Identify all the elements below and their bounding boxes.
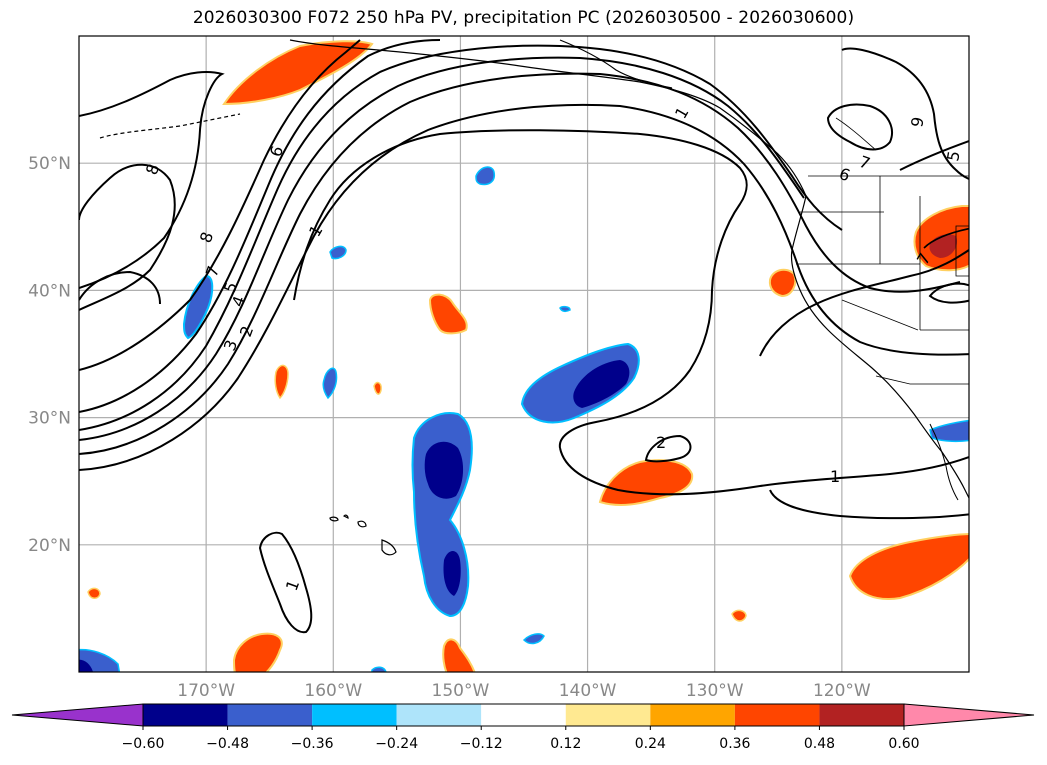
colorbar-segment bbox=[481, 704, 566, 726]
pv-contour-line bbox=[759, 248, 969, 357]
pv-contour-line bbox=[79, 71, 225, 289]
map-area bbox=[79, 36, 969, 672]
map-title: 2026030300 F072 250 hPa PV, precipitatio… bbox=[192, 8, 855, 28]
pv-contour-line bbox=[79, 39, 441, 413]
axis-tick-labels: 50°N 40°N 30°N 20°N 170°W 160°W 150°W 140°W 130°… bbox=[28, 154, 871, 701]
precip-negative-region bbox=[182, 274, 214, 340]
precip-strong-negative-core bbox=[79, 659, 94, 672]
colorbar-extend-high bbox=[903, 703, 1035, 727]
lon-tick-label: 140°W bbox=[559, 681, 617, 701]
colorbar-tick-label: −0.24 bbox=[375, 736, 418, 752]
lat-tick-label: 30°N bbox=[28, 409, 71, 429]
colorbar-segment bbox=[565, 704, 651, 726]
pv-contour-line bbox=[769, 489, 969, 520]
colorbar-tick-label: 0.60 bbox=[888, 736, 919, 752]
colorbar-tick-label: −0.12 bbox=[460, 736, 503, 752]
pv-contour-line bbox=[559, 447, 969, 496]
colorbar-segment bbox=[734, 704, 820, 726]
pv-contour-line bbox=[79, 39, 361, 371]
precip-anomalies bbox=[79, 40, 969, 672]
colorbar-tick-label: −0.36 bbox=[291, 736, 334, 752]
pv-contour-line bbox=[79, 270, 161, 305]
lat-tick-label: 20°N bbox=[28, 536, 71, 556]
pv-contour-line bbox=[293, 129, 748, 449]
precip-positive-region bbox=[428, 293, 468, 335]
precip-negative-region bbox=[522, 633, 545, 645]
precip-negative-region bbox=[322, 367, 338, 400]
pv-contour-line bbox=[79, 56, 805, 441]
pv-contour-line bbox=[826, 103, 893, 151]
precip-strong-negative-core bbox=[443, 551, 461, 596]
precip-strong-positive-core bbox=[929, 234, 958, 258]
colorbar-segment bbox=[650, 704, 735, 726]
precip-positive-region bbox=[232, 632, 283, 672]
pv-contours bbox=[79, 39, 969, 634]
precip-positive-region bbox=[87, 587, 101, 599]
precip-negative-region bbox=[929, 419, 969, 443]
colorbar-extend-low bbox=[11, 703, 144, 727]
pv-contour-line bbox=[644, 434, 692, 463]
colorbar-tick-label: 0.24 bbox=[635, 736, 666, 752]
pv-contour-line bbox=[928, 282, 969, 304]
colorbar-frame bbox=[142, 703, 905, 727]
precip-negative-region bbox=[371, 666, 387, 672]
colorbar-tick-label: 0.36 bbox=[719, 736, 750, 752]
contour-label: 1 bbox=[830, 467, 840, 486]
state-borders bbox=[796, 117, 969, 385]
colorbar-segment bbox=[396, 704, 482, 726]
pv-contour-line bbox=[841, 47, 969, 181]
pv-contour-line bbox=[79, 72, 961, 455]
lat-tick-label: 50°N bbox=[28, 154, 71, 174]
precip-positive-region bbox=[768, 268, 797, 298]
precip-positive-region bbox=[222, 40, 374, 106]
pv-contour-line bbox=[79, 44, 843, 431]
colorbar-segment bbox=[819, 704, 904, 726]
precip-negative-region bbox=[329, 245, 347, 260]
colorbar-tick-label: 0.12 bbox=[550, 736, 581, 752]
colorbar-tick-label: −0.60 bbox=[122, 736, 165, 752]
colorbar-segment bbox=[227, 704, 313, 726]
precip-positive-region bbox=[373, 381, 382, 395]
precip-positive-region bbox=[274, 364, 289, 400]
lon-tick-label: 130°W bbox=[686, 681, 744, 701]
pv-contour-line bbox=[258, 531, 313, 634]
gridlines bbox=[79, 36, 969, 672]
lon-tick-label: 150°W bbox=[432, 681, 490, 701]
lon-tick-label: 120°W bbox=[813, 681, 871, 701]
precip-negative-region bbox=[559, 305, 571, 313]
contour-label: 5 bbox=[943, 149, 963, 162]
lon-tick-label: 170°W bbox=[177, 681, 235, 701]
lat-tick-label: 40°N bbox=[28, 281, 71, 301]
colorbar-tick-label: 0.48 bbox=[804, 736, 835, 752]
pv-contour-line bbox=[79, 103, 969, 471]
contour-label: 2 bbox=[656, 433, 666, 452]
colorbar-segment bbox=[143, 704, 228, 726]
lon-tick-label: 160°W bbox=[304, 681, 362, 701]
contour-label: 9 bbox=[907, 115, 927, 128]
pv-contour-line bbox=[899, 140, 969, 171]
map-frame bbox=[78, 35, 970, 673]
precip-strong-negative-core bbox=[573, 360, 630, 408]
pv-contour-line bbox=[79, 163, 176, 311]
pv-contour-line bbox=[923, 227, 969, 249]
colorbar-tick-label: −0.48 bbox=[206, 736, 249, 752]
precip-strong-negative-core bbox=[424, 441, 464, 499]
precip-positive-region bbox=[731, 609, 747, 622]
precip-positive-region bbox=[848, 533, 969, 600]
precip-negative-region bbox=[475, 166, 496, 186]
colorbar-segment bbox=[312, 704, 397, 726]
precip-positive-region bbox=[442, 638, 476, 672]
colorbar: −0.60 −0.48 −0.36 −0.24 −0.12 0.12 0.24 0.36 0.4… bbox=[11, 703, 1035, 752]
